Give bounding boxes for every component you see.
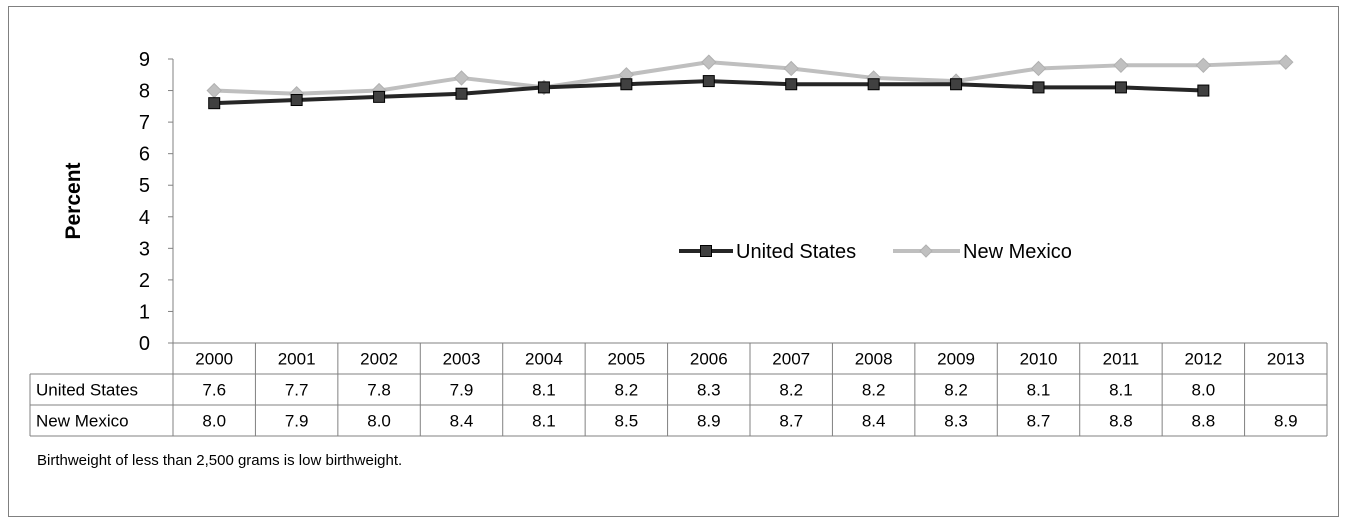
point-united-states bbox=[290, 94, 303, 107]
table-cell-value: 8.3 bbox=[944, 412, 968, 431]
table-cell-value: 7.6 bbox=[202, 381, 226, 400]
point-new-mexico bbox=[1030, 60, 1047, 77]
y-tick-label: 4 bbox=[139, 207, 150, 229]
x-category-label: 2008 bbox=[855, 350, 893, 369]
table-cell-value: 8.8 bbox=[1192, 412, 1216, 431]
table-row-header: United States bbox=[36, 381, 138, 400]
table-cell-value: 7.7 bbox=[285, 381, 309, 400]
point-united-states bbox=[1032, 81, 1045, 94]
point-united-states bbox=[867, 78, 880, 91]
table-cell-value: 8.1 bbox=[532, 412, 556, 431]
y-tick-label: 6 bbox=[139, 144, 150, 166]
table-cell-value: 8.2 bbox=[779, 381, 803, 400]
x-category-label: 2011 bbox=[1103, 350, 1140, 369]
table-row-header: New Mexico bbox=[36, 412, 129, 431]
x-category-label: 2005 bbox=[607, 350, 645, 369]
legend-label-united-states: United States bbox=[736, 241, 856, 263]
point-new-mexico bbox=[1195, 57, 1212, 74]
table-cell-value: 8.7 bbox=[779, 412, 803, 431]
x-category-label: 2007 bbox=[772, 350, 810, 369]
table-cell-value: 8.9 bbox=[1274, 412, 1298, 431]
table-cell-value: 8.2 bbox=[944, 381, 968, 400]
x-category-label: 2002 bbox=[360, 350, 398, 369]
footnote: Birthweight of less than 2,500 grams is … bbox=[37, 452, 403, 469]
table-cell-value: 8.0 bbox=[367, 412, 391, 431]
point-new-mexico bbox=[206, 82, 222, 99]
x-category-label: 2006 bbox=[690, 350, 728, 369]
point-united-states bbox=[950, 78, 963, 91]
x-category-label: 2012 bbox=[1184, 350, 1222, 369]
table-cell-value: 7.8 bbox=[367, 381, 391, 400]
series-line-new-mexico bbox=[214, 60, 1286, 96]
point-united-states bbox=[373, 90, 386, 103]
table-cell-value: 8.8 bbox=[1109, 412, 1133, 431]
y-axis-title: Percent bbox=[62, 162, 85, 239]
y-tick-label: 0 bbox=[139, 333, 150, 355]
table-cell-value: 7.9 bbox=[450, 381, 474, 400]
y-tick-label: 5 bbox=[139, 175, 150, 197]
point-united-states bbox=[702, 75, 715, 88]
table-cell-value: 8.3 bbox=[697, 381, 721, 400]
table-cell-value: 8.2 bbox=[615, 381, 639, 400]
x-category-label: 2000 bbox=[195, 350, 233, 369]
point-united-states bbox=[1114, 81, 1127, 94]
table-cell-value: 8.1 bbox=[532, 381, 556, 400]
table-cell-value: 8.0 bbox=[1192, 381, 1216, 400]
x-category-label: 2001 bbox=[278, 350, 316, 369]
table-cell-value: 8.1 bbox=[1109, 381, 1133, 400]
x-category-label: 2003 bbox=[443, 350, 481, 369]
chart-frame bbox=[8, 6, 1339, 517]
point-new-mexico bbox=[1113, 57, 1129, 74]
point-united-states bbox=[620, 78, 633, 91]
point-united-states bbox=[1197, 84, 1210, 97]
table-cell-value: 8.9 bbox=[697, 412, 721, 431]
table-cell-value: 8.1 bbox=[1027, 381, 1051, 400]
x-category-label: 2004 bbox=[525, 350, 563, 369]
x-category-label: 2013 bbox=[1267, 350, 1305, 369]
point-new-mexico bbox=[701, 54, 717, 70]
table-cell-value: 8.4 bbox=[450, 412, 474, 431]
table-cell-value: 8.5 bbox=[615, 412, 639, 431]
y-tick-label: 9 bbox=[139, 49, 150, 71]
y-tick-label: 3 bbox=[139, 238, 150, 260]
y-tick-label: 2 bbox=[139, 270, 150, 292]
point-united-states bbox=[537, 81, 550, 94]
y-tick-label: 8 bbox=[139, 81, 150, 103]
point-new-mexico bbox=[1278, 54, 1294, 70]
table-cell-value: 8.2 bbox=[862, 381, 886, 400]
table-cell-value: 7.9 bbox=[285, 412, 309, 431]
point-new-mexico bbox=[783, 60, 799, 77]
x-category-label: 2009 bbox=[937, 350, 975, 369]
point-united-states bbox=[208, 97, 221, 110]
legend-label-new-mexico: New Mexico bbox=[963, 241, 1072, 263]
y-tick-label: 7 bbox=[139, 112, 150, 134]
legend-marker-new-mexico bbox=[919, 244, 933, 258]
point-new-mexico bbox=[453, 70, 470, 86]
x-category-label: 2010 bbox=[1020, 350, 1058, 369]
table-cell-value: 8.7 bbox=[1027, 412, 1051, 431]
table-cell-value: 8.0 bbox=[202, 412, 226, 431]
table-cell-value: 8.4 bbox=[862, 412, 886, 431]
y-tick-label: 1 bbox=[139, 301, 150, 323]
point-united-states bbox=[785, 78, 798, 91]
point-united-states bbox=[455, 87, 468, 100]
legend-marker-united-states bbox=[700, 245, 712, 257]
